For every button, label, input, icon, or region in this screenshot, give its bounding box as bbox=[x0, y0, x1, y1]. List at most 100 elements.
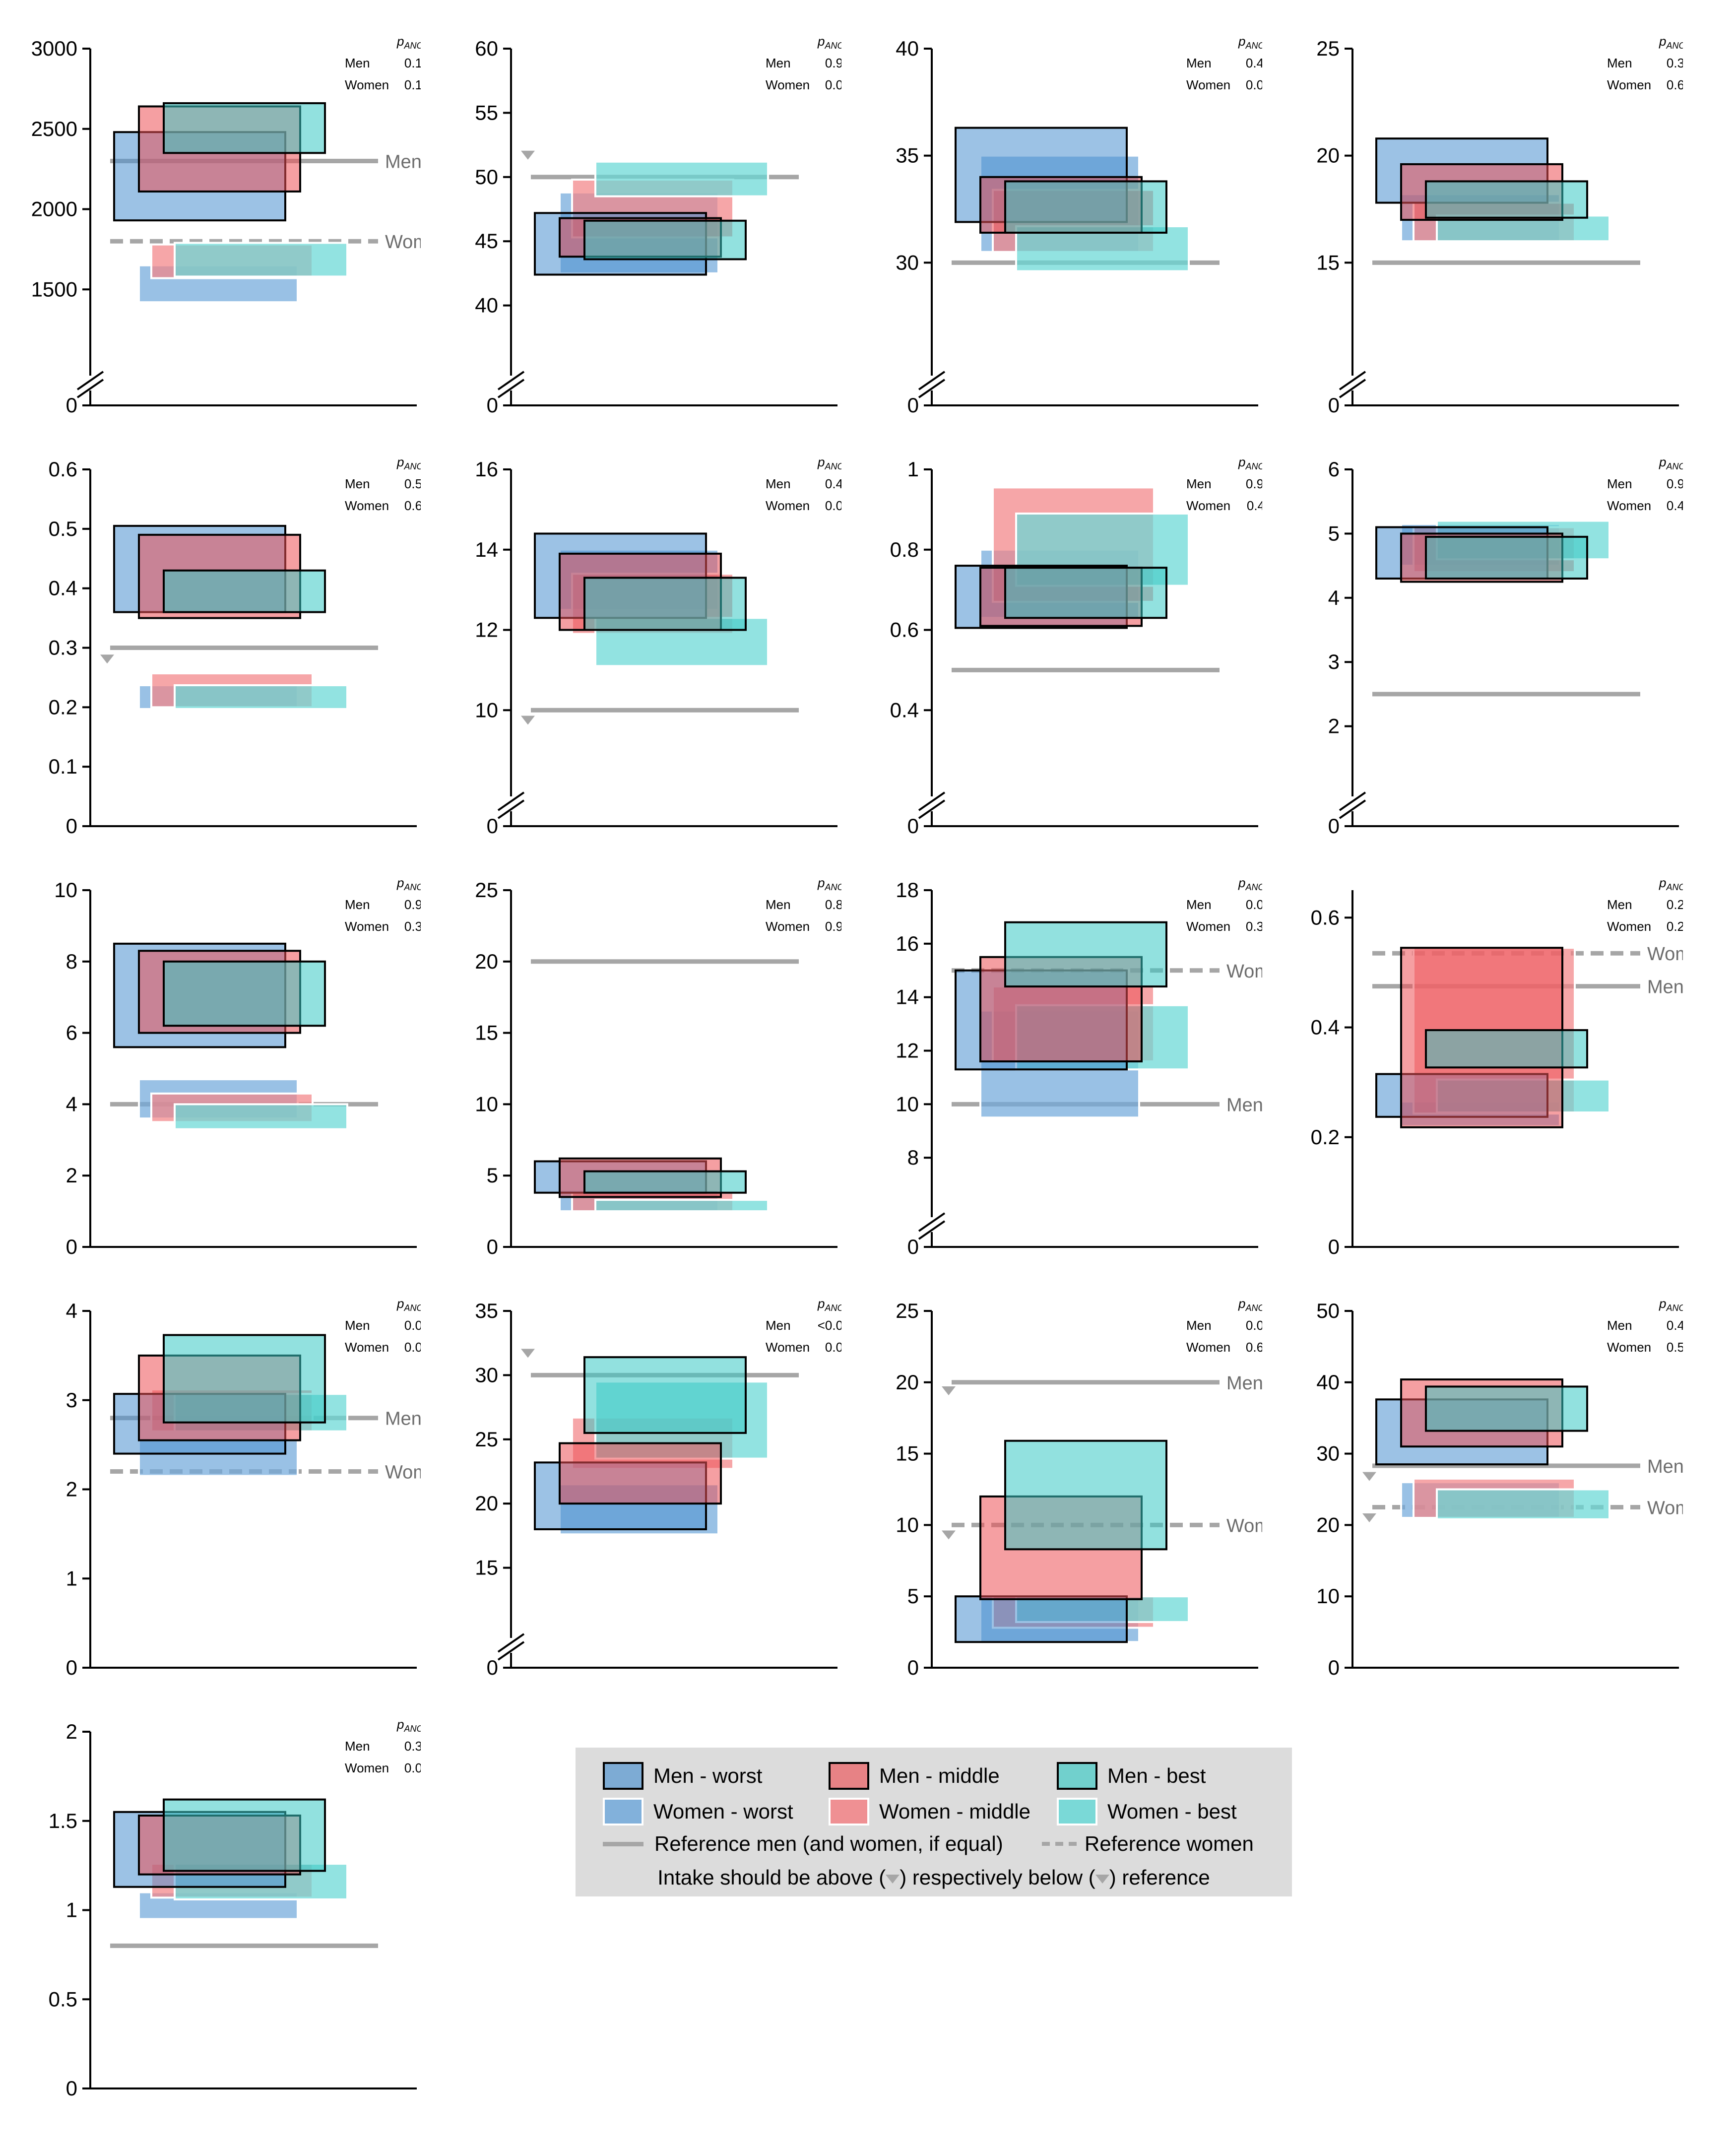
legend-label-women-middle: Women - middle bbox=[879, 1800, 1030, 1823]
axis-break-mark bbox=[497, 371, 525, 391]
legend-women-worst: Women - worst bbox=[603, 1795, 793, 1828]
reference-label: Men bbox=[1226, 1095, 1262, 1115]
triangle-down-icon bbox=[1362, 1472, 1376, 1481]
triangle-down-icon bbox=[100, 654, 114, 664]
p-anova-men-value: 0.825 bbox=[825, 897, 841, 912]
chart-panel: 0303540Fat (% of energy)pANOVAMen0.413Wo… bbox=[896, 34, 1262, 417]
axis-break-mark bbox=[918, 799, 946, 819]
y-tick-label: 20 bbox=[1316, 144, 1340, 167]
y-tick-label: 1 bbox=[66, 1898, 77, 1922]
legend-men-worst: Men - worst bbox=[603, 1760, 762, 1792]
axis-break-mark bbox=[918, 1220, 946, 1240]
y-tick-label: 20 bbox=[475, 1492, 498, 1515]
p-anova-women-label: Women bbox=[1607, 77, 1651, 92]
reference-label: Men bbox=[1647, 1456, 1683, 1477]
reference-label: Women bbox=[385, 232, 421, 253]
p-anova-subscript: ANOVA bbox=[403, 1724, 421, 1734]
chart-panel: 01500200025003000Energy (kcal)MenWomenpA… bbox=[31, 34, 421, 417]
legend-label-men-best: Men - best bbox=[1107, 1764, 1206, 1787]
legend-swatch-women-middle bbox=[829, 1798, 869, 1825]
p-anova-men-label: Men bbox=[1607, 56, 1632, 70]
p-anova-men-label: Men bbox=[1607, 1318, 1632, 1333]
y-tick-label: 0 bbox=[66, 814, 77, 838]
y-tick-label: 0.1 bbox=[49, 755, 77, 778]
p-anova-women-label: Women bbox=[345, 498, 389, 513]
axis-break-mark bbox=[497, 799, 525, 819]
y-tick-label: 35 bbox=[896, 144, 919, 167]
p-anova-women-label: Women bbox=[1186, 919, 1230, 934]
reference-label: Women bbox=[1647, 1498, 1683, 1518]
p-anova-women-label: Women bbox=[766, 919, 810, 934]
y-tick-label: 15 bbox=[475, 1556, 498, 1579]
p-anova-women-value: 0.411 bbox=[1247, 498, 1262, 513]
box-men-best bbox=[583, 577, 747, 631]
y-tick-label: 1.5 bbox=[49, 1809, 77, 1832]
reference-label: Women bbox=[1226, 961, 1262, 982]
box-men-best bbox=[1425, 1385, 1588, 1432]
y-tick-label: 25 bbox=[896, 1299, 919, 1322]
y-tick-label: 10 bbox=[896, 1092, 919, 1115]
p-anova-women-value: 0.001 bbox=[825, 1340, 841, 1355]
p-anova-men-label: Men bbox=[345, 476, 370, 491]
legend-note-before: Intake should be above ( bbox=[657, 1866, 886, 1889]
triangle-down-icon bbox=[521, 716, 535, 725]
p-anova-subscript: ANOVA bbox=[1666, 1303, 1683, 1313]
p-anova-block: pANOVA Men 0.941 Women 0.046 bbox=[766, 34, 841, 92]
p-anova-women-label: Women bbox=[345, 77, 389, 92]
p-anova-header: pANOVA bbox=[1238, 455, 1262, 471]
p-anova-women-value: 0.432 bbox=[1667, 498, 1683, 513]
y-tick-label: 0 bbox=[66, 1656, 77, 1679]
box-men-best bbox=[163, 569, 326, 613]
axis-break-mark bbox=[1339, 379, 1366, 398]
y-tick-label: 12 bbox=[475, 618, 498, 642]
p-anova-men-value: 0.597 bbox=[404, 476, 421, 491]
chart-panel: 010121416Saturated fatty acids (%)pANOVA… bbox=[475, 455, 841, 838]
y-tick-label: 0 bbox=[487, 393, 498, 417]
y-tick-label: 2500 bbox=[31, 117, 77, 140]
p-anova-men-value: 0.482 bbox=[1667, 1318, 1683, 1333]
p-anova-subscript: ANOVA bbox=[1245, 41, 1262, 51]
p-anova-header: pANOVA bbox=[1659, 875, 1683, 892]
p-anova-header: pANOVA bbox=[1238, 875, 1262, 892]
axis-break-mark bbox=[1339, 799, 1366, 819]
p-anova-men-label: Men bbox=[345, 56, 370, 70]
y-tick-label: 2 bbox=[66, 1164, 77, 1187]
p-anova-men-label: Men bbox=[1186, 897, 1212, 912]
p-anova-men-label: Men bbox=[1607, 476, 1632, 491]
y-tick-label: 50 bbox=[475, 165, 498, 189]
p-anova-women-value: 0.179 bbox=[404, 77, 421, 92]
box-women-best bbox=[1436, 1488, 1610, 1520]
p-anova-women-label: Women bbox=[1186, 1340, 1230, 1355]
p-anova-header: pANOVA bbox=[817, 34, 841, 51]
box-men-best bbox=[163, 960, 326, 1027]
y-tick-label: 15 bbox=[896, 1442, 919, 1465]
legend-label-women-best: Women - best bbox=[1107, 1800, 1237, 1823]
y-tick-label: 10 bbox=[1316, 1584, 1340, 1608]
reference-label: Men bbox=[385, 151, 421, 172]
box-women-best bbox=[174, 242, 348, 278]
p-anova-block: pANOVA Men 0.949 Women 0.432 bbox=[1607, 455, 1683, 513]
p-anova-block: pANOVA Men 0.017 Women 0.001 bbox=[345, 1296, 421, 1355]
box-women-best bbox=[174, 684, 348, 710]
y-tick-label: 0 bbox=[66, 393, 77, 417]
chart-panel: 023456n-6 fatty acids (%)pANOVAMen0.949W… bbox=[1328, 455, 1683, 838]
p-anova-women-label: Women bbox=[345, 1340, 389, 1355]
p-anova-block: pANOVA Men 0.825 Women 0.906 bbox=[766, 875, 841, 934]
axis-break-mark bbox=[918, 379, 946, 398]
y-tick-label: 8 bbox=[66, 950, 77, 973]
p-anova-men-value: 0.958 bbox=[1246, 476, 1262, 491]
box-women-best bbox=[174, 1103, 348, 1130]
legend-label-men-middle: Men - middle bbox=[879, 1764, 1000, 1787]
y-tick-label: 20 bbox=[1316, 1513, 1340, 1536]
box-men-best bbox=[1425, 180, 1588, 219]
legend-ref-men-label: Reference men (and women, if equal) bbox=[654, 1832, 1003, 1855]
legend-note-after: ) reference bbox=[1109, 1866, 1210, 1889]
y-tick-label: 50 bbox=[1316, 1299, 1340, 1322]
p-anova-women-value: 0.001 bbox=[404, 1340, 421, 1355]
box-men-best bbox=[1004, 567, 1167, 619]
p-anova-block: pANOVA Men 0.300 Women 0.619 bbox=[1607, 34, 1683, 92]
box-women-best bbox=[1015, 225, 1190, 272]
p-anova-men-value: <0.001 bbox=[818, 1318, 841, 1333]
p-anova-men-value: 0.017 bbox=[404, 1318, 421, 1333]
chart-panel: 04045505560Carbohydrates (% of energy)pA… bbox=[475, 34, 841, 417]
